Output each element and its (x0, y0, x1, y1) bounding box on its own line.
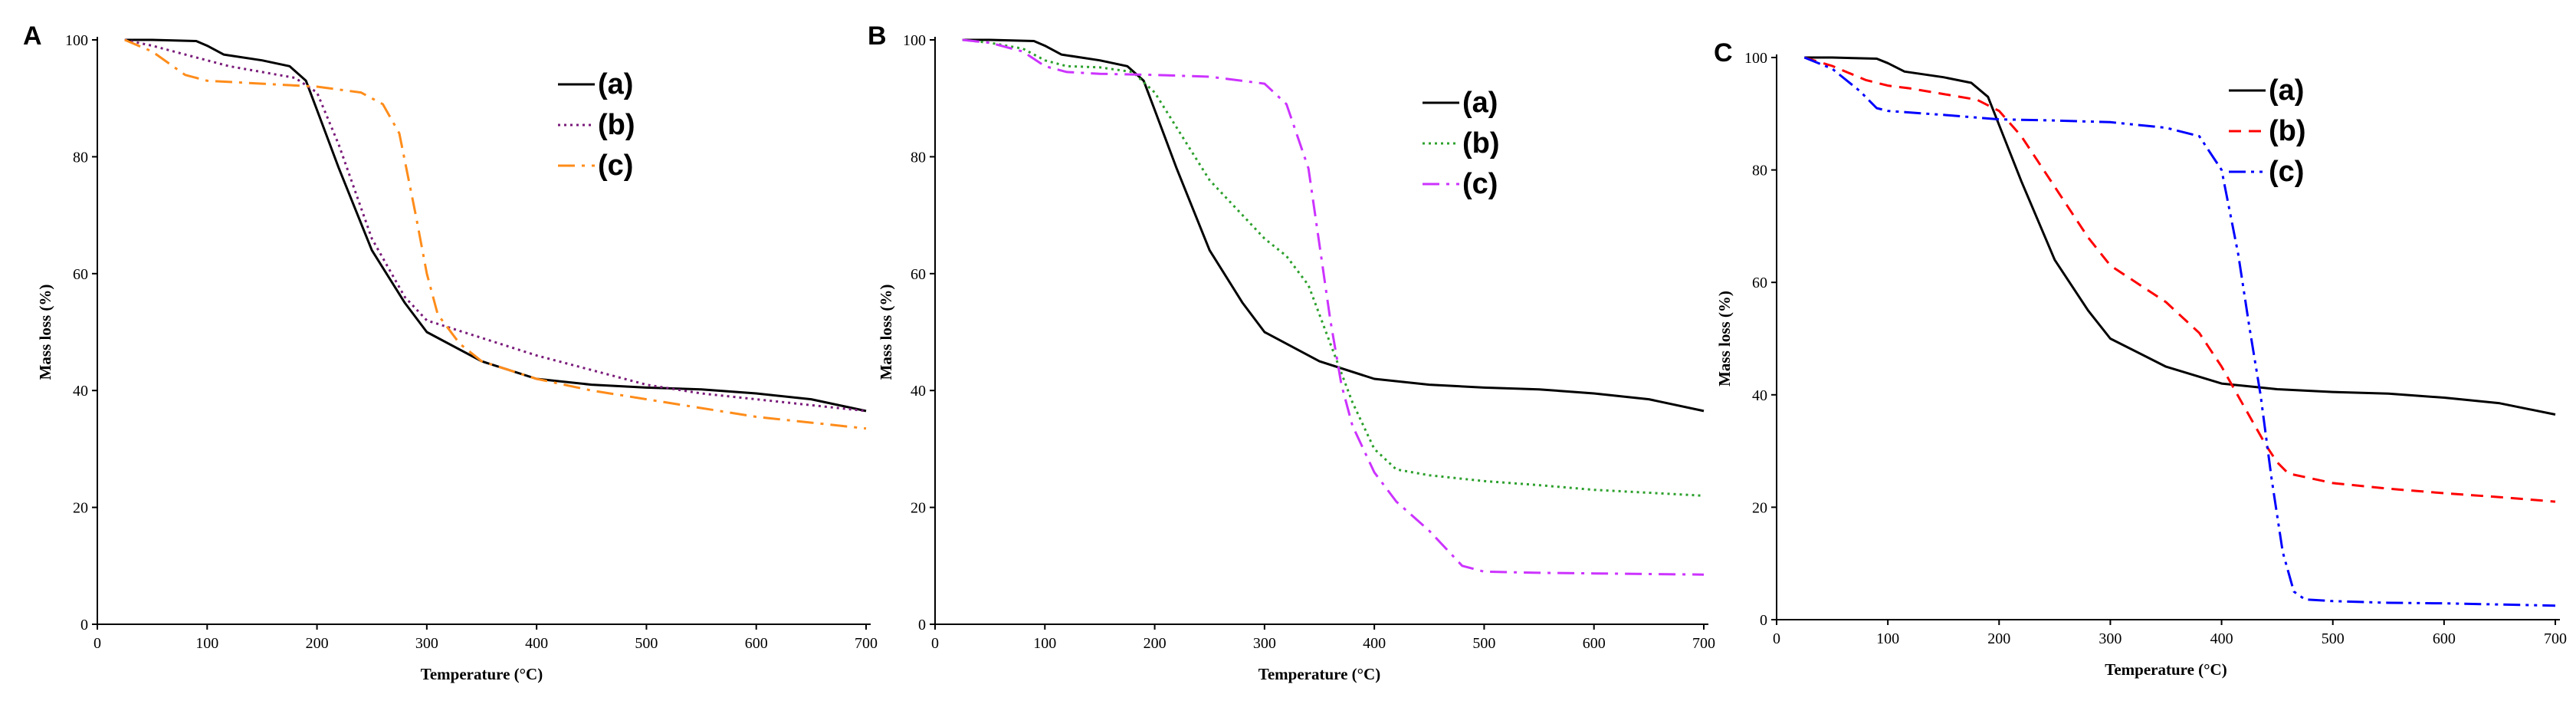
series-line-c (1803, 56, 2556, 607)
x-tick-label: 200 (306, 635, 329, 652)
panel-letter: A (23, 21, 42, 51)
x-axis-title: Temperature (°C) (421, 665, 543, 683)
y-tick-label: 60 (73, 266, 88, 283)
legend-label: (c) (598, 150, 633, 182)
x-tick-label: 0 (931, 635, 939, 652)
panel-letter: C (1714, 38, 1733, 67)
legend-label: (c) (2269, 156, 2304, 188)
series-line-c (124, 38, 867, 430)
y-tick-label: 40 (911, 383, 926, 400)
x-tick-label: 700 (2544, 630, 2567, 647)
y-axis-title: Mass loss (%) (877, 285, 895, 380)
y-axis-title: Mass loss (%) (36, 285, 54, 380)
panel-letter: B (868, 21, 887, 51)
series-line-b (124, 38, 867, 413)
x-tick-label: 500 (1472, 635, 1495, 652)
y-tick-label: 80 (73, 149, 88, 166)
legend-label: (a) (2269, 74, 2304, 107)
y-tick-label: 60 (1752, 275, 1767, 291)
y-tick-label: 0 (918, 617, 926, 633)
legend-label: (c) (1462, 168, 1498, 200)
x-tick-label: 400 (525, 635, 548, 652)
series-line-a (124, 38, 867, 413)
legend-label: (a) (598, 68, 633, 100)
x-tick-label: 200 (1987, 630, 2010, 647)
y-tick-label: 20 (911, 500, 926, 517)
x-tick-label: 0 (94, 635, 101, 652)
x-tick-label: 500 (2322, 630, 2345, 647)
legend-label: (b) (1462, 127, 1500, 160)
legend: (a) (b) (c) (1423, 87, 1500, 200)
panel-a: A 0 100 200 300 400 500 600 700 0 20 40 60 80 100 Tempe… (23, 21, 878, 683)
legend-label: (a) (1462, 87, 1498, 119)
panel-c: C 0 100 200 300 400 500 600 700 0 20 40 60 80 100 Tempe… (1714, 38, 2567, 679)
series-line-c (962, 38, 1705, 576)
x-axis-title: Temperature (°C) (2105, 660, 2227, 679)
x-tick-label: 600 (2433, 630, 2456, 647)
y-tick-label: 40 (1752, 387, 1767, 404)
x-tick-label: 600 (1583, 635, 1606, 652)
y-tick-label: 60 (911, 266, 926, 283)
x-tick-label: 300 (415, 635, 438, 652)
legend-label: (b) (2269, 115, 2306, 147)
x-tick-label: 700 (1692, 635, 1715, 652)
x-tick-label: 400 (1363, 635, 1386, 652)
y-tick-label: 100 (903, 32, 926, 49)
legend: (a) (b) (c) (2229, 74, 2306, 188)
x-tick-label: 100 (195, 635, 218, 652)
x-tick-label: 300 (2099, 630, 2122, 647)
x-tick-label: 100 (1033, 635, 1056, 652)
y-tick-label: 0 (80, 617, 88, 633)
series-line-b (962, 38, 1705, 497)
x-tick-label: 400 (2210, 630, 2233, 647)
y-axis-title: Mass loss (%) (1715, 291, 1734, 387)
x-tick-label: 200 (1144, 635, 1167, 652)
y-tick-label: 20 (73, 500, 88, 517)
series-line-a (1804, 56, 2556, 416)
legend-label: (b) (598, 109, 635, 141)
series-line-b (1803, 56, 2556, 503)
x-tick-label: 100 (1876, 630, 1899, 647)
x-axis-title: Temperature (°C) (1258, 665, 1380, 683)
y-tick-label: 0 (1760, 612, 1767, 629)
y-tick-label: 40 (73, 383, 88, 400)
series-line-a (962, 38, 1705, 413)
y-tick-label: 100 (1744, 50, 1767, 67)
x-tick-label: 600 (745, 635, 768, 652)
panel-b: B 0 100 200 300 400 500 600 700 0 20 40 60 80 100 Tempe… (868, 21, 1715, 683)
legend: (a) (b) (c) (558, 68, 635, 182)
y-tick-label: 100 (65, 32, 88, 49)
y-tick-label: 80 (1752, 163, 1767, 179)
x-tick-label: 300 (1253, 635, 1276, 652)
x-tick-label: 700 (855, 635, 878, 652)
x-tick-label: 500 (635, 635, 658, 652)
y-tick-label: 80 (911, 149, 926, 166)
y-tick-label: 20 (1752, 499, 1767, 516)
x-tick-label: 0 (1773, 630, 1780, 647)
